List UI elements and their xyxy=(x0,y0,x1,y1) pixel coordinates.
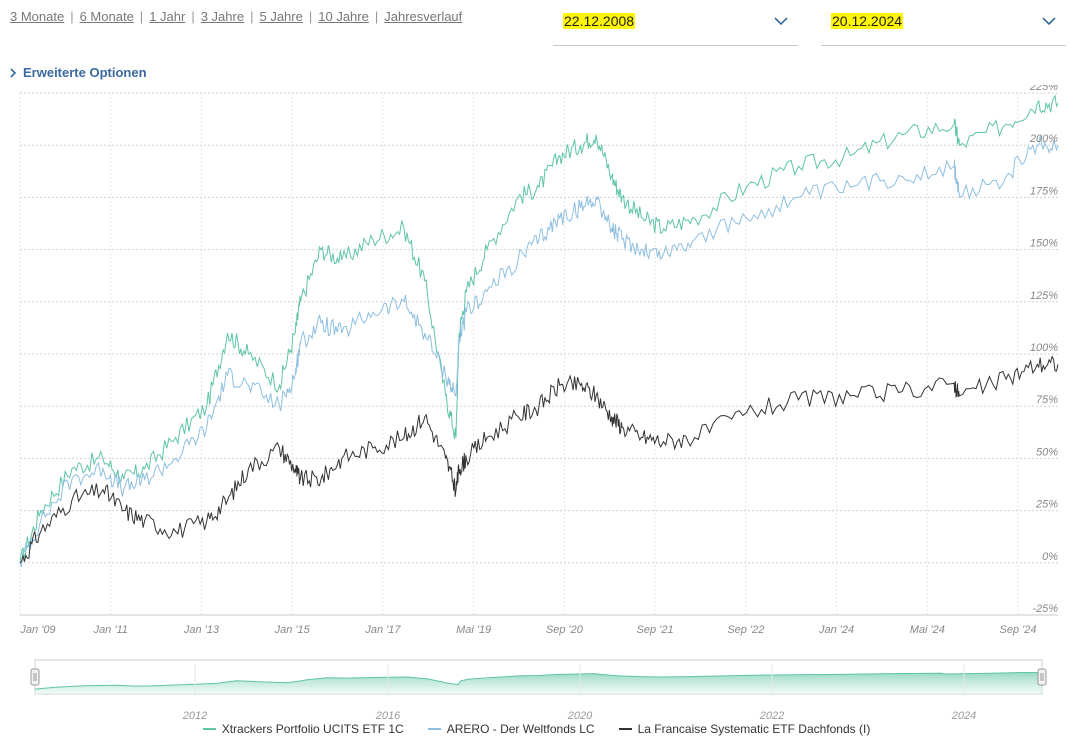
period-link[interactable]: 5 Jahre xyxy=(259,9,303,24)
date-from-field[interactable]: 22.12.2008 xyxy=(553,8,798,46)
period-link[interactable]: 3 Monate xyxy=(10,9,65,24)
x-tick-label: Jan '13 xyxy=(183,624,220,636)
navigator-area xyxy=(35,672,1042,694)
y-tick-label: 75% xyxy=(1036,394,1058,406)
y-tick-label: 25% xyxy=(1035,499,1058,511)
extended-options-toggle[interactable]: Erweiterte Optionen xyxy=(9,65,147,80)
x-tick-label: Jan '24 xyxy=(818,624,854,636)
y-tick-label: 150% xyxy=(1030,238,1058,250)
legend-swatch xyxy=(202,728,216,730)
x-tick-label: Jan '09 xyxy=(19,624,55,636)
y-tick-label: 225% xyxy=(1029,85,1058,93)
navigator-tick-label: 2020 xyxy=(567,710,593,722)
series-line xyxy=(19,355,1059,564)
y-tick-label: 125% xyxy=(1030,290,1058,302)
date-to-field[interactable]: 20.12.2024 xyxy=(821,8,1066,46)
y-tick-label: -25% xyxy=(1032,603,1058,615)
x-tick-label: Sep '22 xyxy=(727,624,764,636)
y-tick-label: 0% xyxy=(1042,551,1058,563)
y-tick-label: 175% xyxy=(1030,185,1058,197)
legend-label: Xtrackers Portfolio UCITS ETF 1C xyxy=(221,722,404,736)
x-tick-label: Mai '24 xyxy=(910,624,945,636)
chevron-down-icon[interactable] xyxy=(1042,16,1056,26)
period-link[interactable]: 10 Jahre xyxy=(318,9,369,24)
x-tick-label: Sep '20 xyxy=(546,624,584,636)
date-from-value: 22.12.2008 xyxy=(563,13,636,29)
period-separator: | xyxy=(374,9,379,24)
period-separator: | xyxy=(250,9,254,24)
legend-label: ARERO - Der Weltfonds LC xyxy=(446,722,595,736)
period-separator: | xyxy=(70,9,74,24)
date-to-value: 20.12.2024 xyxy=(831,13,904,29)
legend-item[interactable]: ARERO - Der Weltfonds LC xyxy=(427,722,595,736)
x-tick-label: Mai '19 xyxy=(456,624,491,636)
performance-chart: 225%200%175%150%125%100%75%50%25%0%-25% … xyxy=(19,85,1059,636)
period-separator: | xyxy=(191,9,195,24)
series-line xyxy=(19,94,1059,563)
chevron-down-icon[interactable] xyxy=(774,16,788,26)
navigator-tick-label: 2022 xyxy=(759,710,784,722)
legend-swatch xyxy=(618,728,632,730)
period-selector: 3 Monate | 6 Monate | 1 Jahr | 3 Jahre | 5 Jahre… xyxy=(10,9,462,24)
x-tick-label: Sep '21 xyxy=(637,624,674,636)
legend-item[interactable]: La Francaise Systematic ETF Dachfonds (I… xyxy=(618,722,871,736)
navigator-handle-right[interactable] xyxy=(1037,668,1047,686)
navigator-line xyxy=(34,672,1042,690)
series-line xyxy=(19,135,1059,568)
extended-options-label: Erweiterte Optionen xyxy=(23,65,147,80)
y-tick-label: 50% xyxy=(1036,446,1058,458)
legend-item[interactable]: Xtrackers Portfolio UCITS ETF 1C xyxy=(202,722,404,736)
legend-swatch xyxy=(427,728,441,730)
y-tick-label: 100% xyxy=(1030,342,1058,354)
navigator-tick-label: 2024 xyxy=(951,710,976,722)
legend-label: La Francaise Systematic ETF Dachfonds (I… xyxy=(637,722,871,736)
y-tick-label: 200% xyxy=(1029,133,1058,145)
period-link[interactable]: 3 Jahre xyxy=(200,9,245,24)
navigator-handle-left[interactable] xyxy=(30,668,40,686)
chart-legend: Xtrackers Portfolio UCITS ETF 1C ARERO - … xyxy=(0,722,1073,736)
chevron-right-icon xyxy=(10,67,17,78)
x-tick-label: Jan '17 xyxy=(364,624,401,636)
period-link[interactable]: Jahresverlauf xyxy=(384,9,463,24)
chart-navigator[interactable]: 2012 2016 2020 2022 2024 xyxy=(0,655,1073,722)
x-tick-label: Sep '24 xyxy=(1000,624,1037,636)
period-separator: | xyxy=(308,9,313,24)
x-tick-label: Jan '11 xyxy=(93,624,128,636)
navigator-tick-label: 2012 xyxy=(182,710,207,722)
period-separator: | xyxy=(139,9,144,24)
period-link[interactable]: 6 Monate xyxy=(79,9,134,24)
x-tick-label: Jan '15 xyxy=(274,624,311,636)
period-link[interactable]: 1 Jahr xyxy=(149,9,186,24)
navigator-tick-label: 2016 xyxy=(375,710,401,722)
